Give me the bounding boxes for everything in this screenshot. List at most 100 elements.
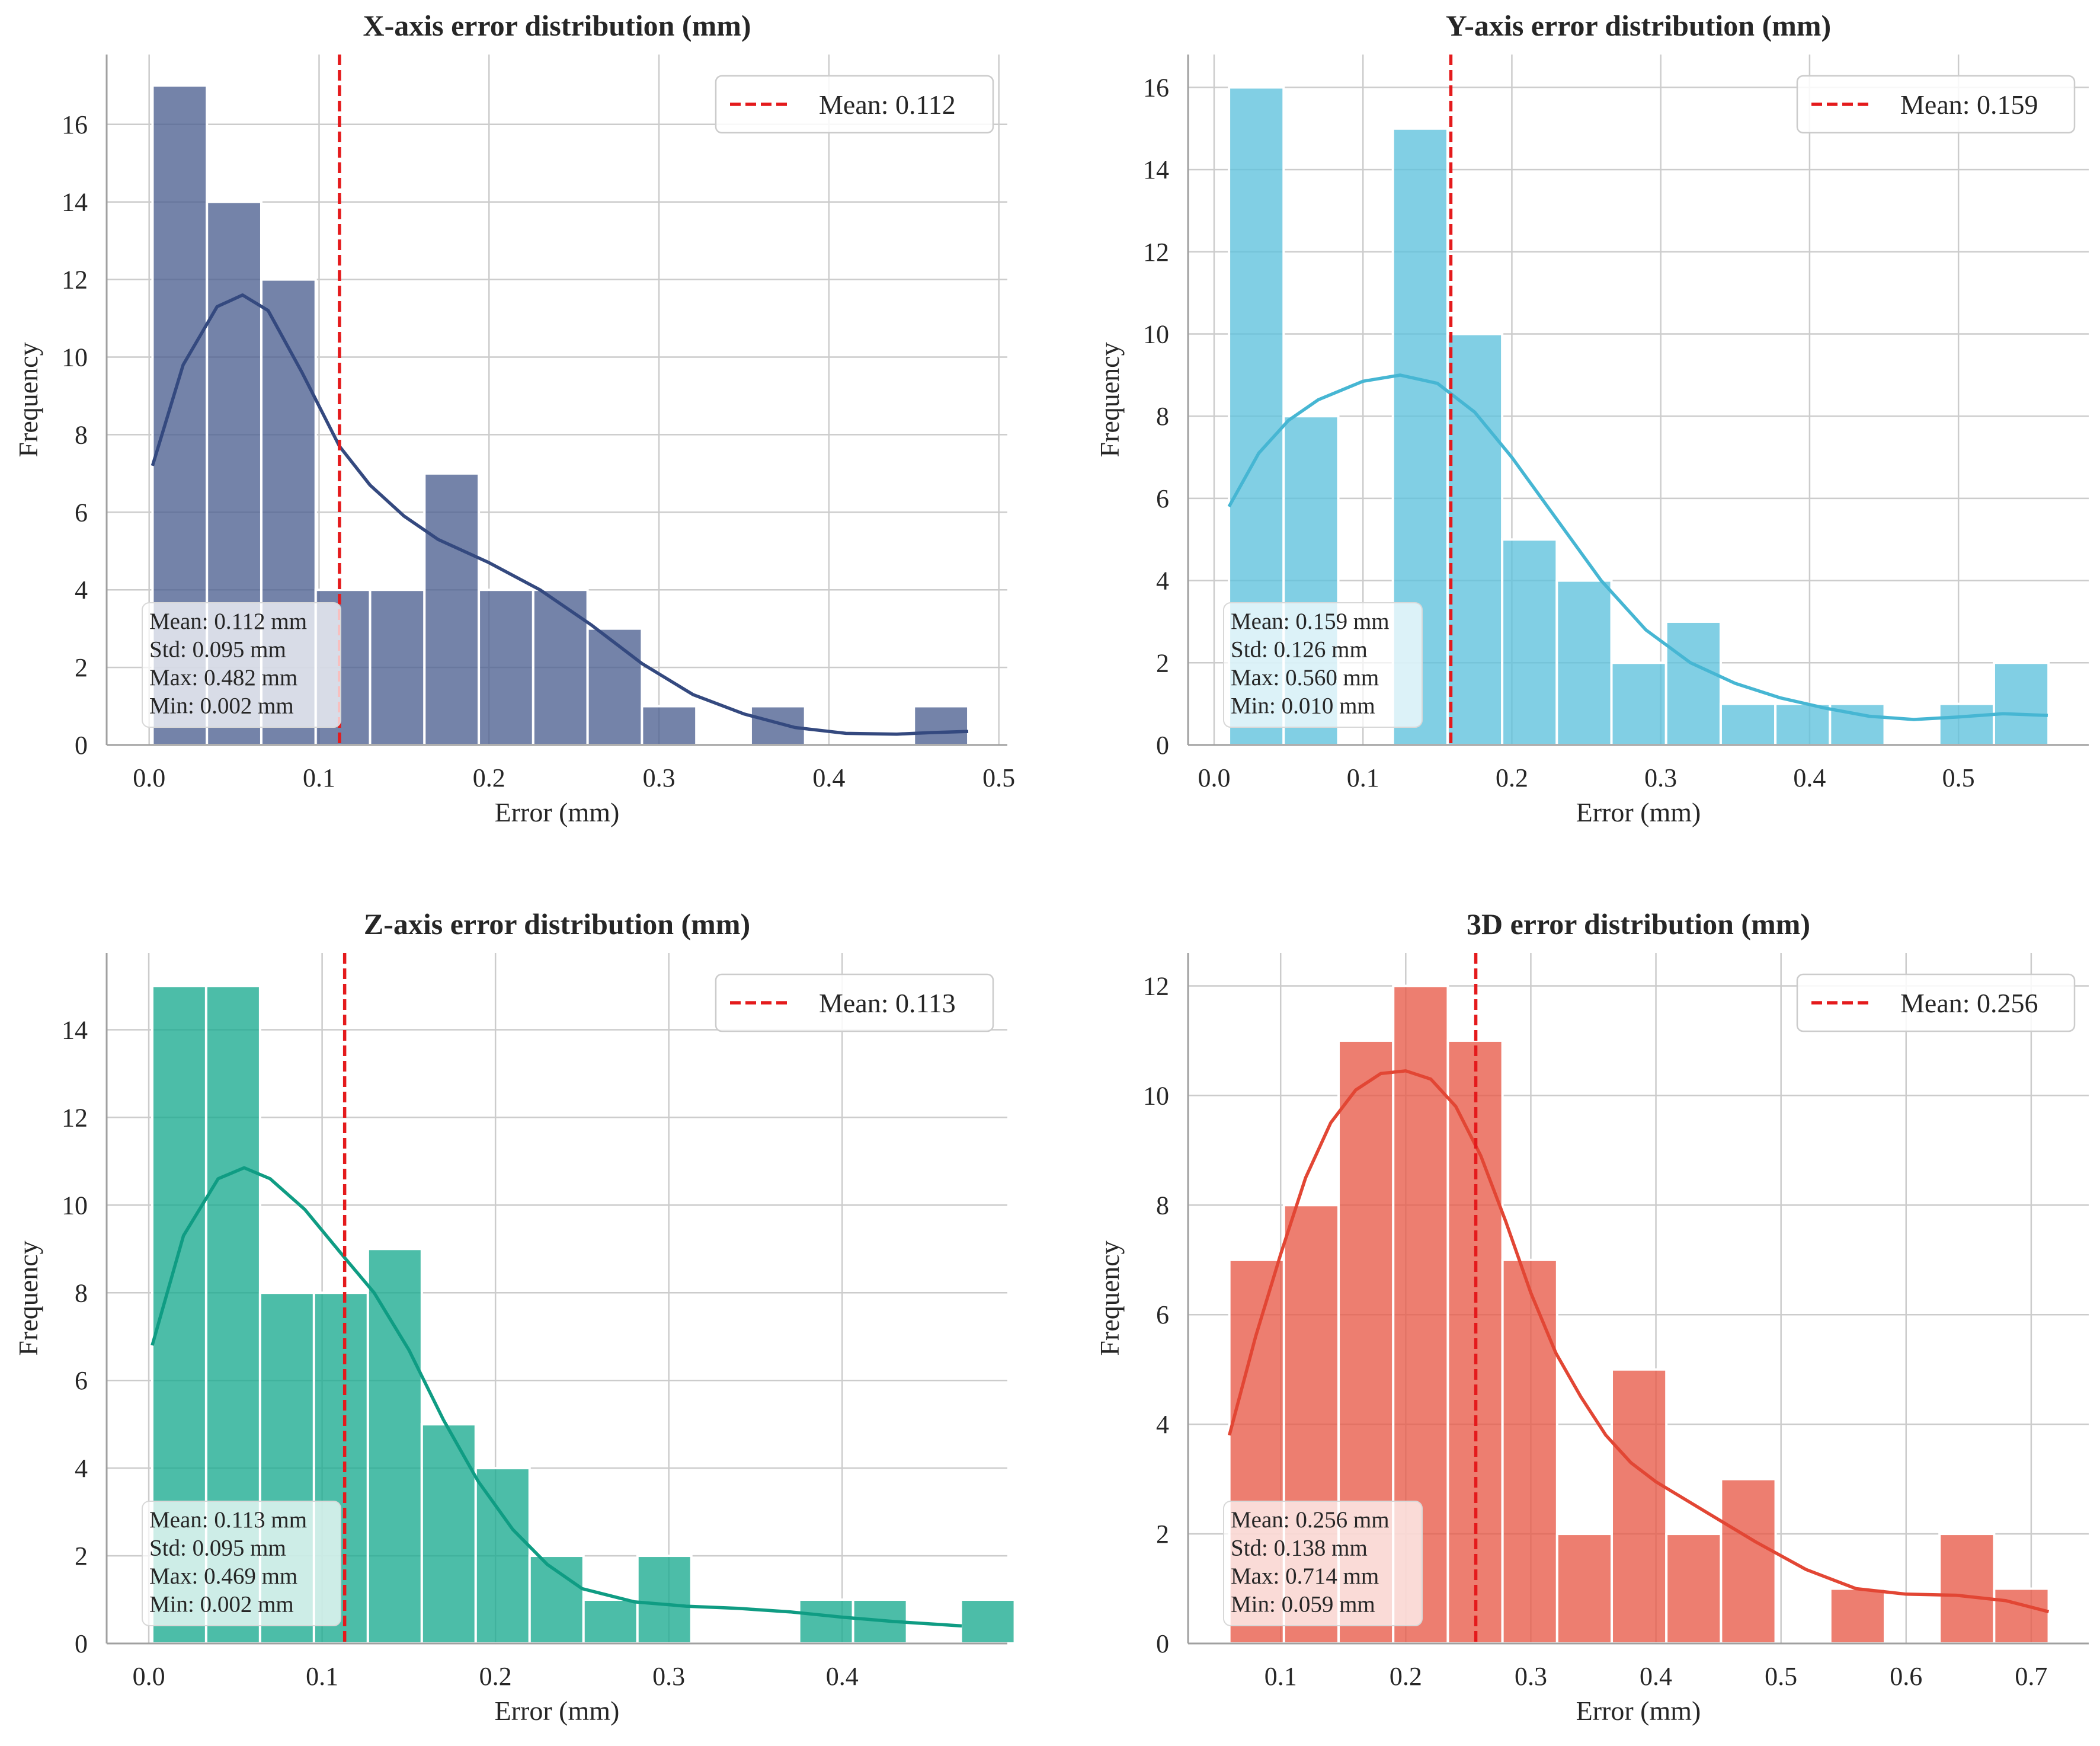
chart-title: X-axis error distribution (mm)	[363, 9, 751, 42]
histogram-bar	[1720, 1478, 1777, 1645]
histogram-bar	[1938, 1533, 1996, 1645]
histogram-bar	[1555, 1533, 1614, 1645]
x-tick-label: 0.1	[303, 763, 335, 792]
z-axis-panel: 0.0 0.1 0.2 0.3 0.4 0 2 4 6 8 10 12 14 Z-axis error d…	[13, 907, 1016, 1726]
histogram-bar	[474, 1467, 531, 1645]
y-axis-label: Frequency	[13, 342, 43, 457]
y-axis-label: Frequency	[1094, 342, 1125, 457]
3d-panel: 0.1 0.2 0.3 0.4 0.5 0.6 0.7 0 2 4 6 8 10 12 3D error d…	[1094, 907, 2089, 1726]
x-tick-label: 0.2	[1390, 1662, 1422, 1691]
y-tick-label: 6	[75, 1366, 88, 1395]
x-tick-label: 0.0	[133, 1662, 165, 1691]
histogram-bar	[420, 1423, 477, 1645]
x-tick-label: 0.3	[1644, 763, 1677, 792]
histogram-bar	[478, 589, 534, 747]
x-tick-label: 0.5	[1765, 1662, 1797, 1691]
stats-line: Std: 0.095 mm	[149, 637, 286, 663]
y-tick-label: 8	[75, 1278, 88, 1307]
y-tick-label: 8	[1156, 402, 1169, 431]
x-tick-label: 0.0	[1198, 763, 1230, 792]
x-tick-label: 0.1	[1265, 1662, 1297, 1691]
stats-line: Mean: 0.112 mm	[149, 609, 307, 634]
histogram-bar	[1501, 538, 1558, 746]
y-tick-label: 2	[1156, 1520, 1169, 1549]
histogram-bar	[1610, 661, 1667, 747]
stats-line: Mean: 0.159 mm	[1231, 609, 1390, 634]
histogram-bar	[749, 705, 806, 746]
legend-box	[715, 973, 994, 1032]
stats-box-background	[1223, 1501, 1423, 1626]
histogram-bar	[1992, 661, 2050, 747]
legend: Mean: 0.159	[1796, 75, 2076, 134]
chart-title: 3D error distribution (mm)	[1467, 907, 1810, 941]
histogram-bar	[636, 1555, 693, 1645]
stats-line: Max: 0.714 mm	[1231, 1563, 1379, 1589]
y-tick-label: 6	[1156, 484, 1169, 513]
y-tick-label: 12	[1143, 971, 1169, 1000]
y-tick-label: 12	[1143, 238, 1169, 267]
y-tick-label: 0	[1156, 731, 1169, 760]
y-tick-label: 14	[62, 188, 88, 217]
x-tick-label: 0.4	[826, 1662, 859, 1691]
y-tick-label: 4	[1156, 1410, 1169, 1439]
y-tick-label: 0	[75, 731, 88, 760]
stats-line: Std: 0.138 mm	[1231, 1536, 1368, 1561]
y-tick-label: 4	[75, 575, 88, 605]
x-tick-label: 0.3	[643, 763, 676, 792]
x-axis-panel: 0.0 0.1 0.2 0.3 0.4 0.5 0 2 4 6 8 10 12 14 16 X-axis er…	[13, 9, 1015, 827]
stats-line: Min: 0.002 mm	[149, 1592, 294, 1617]
stats-box-background	[1223, 602, 1423, 728]
histogram-bar	[582, 1598, 639, 1645]
y-tick-label: 12	[62, 1103, 88, 1132]
kde-curve	[1227, 373, 2048, 721]
stats-box-background	[142, 602, 341, 728]
x-tick-label: 0.7	[2015, 1662, 2047, 1691]
y-tick-label: 4	[75, 1454, 88, 1483]
legend: Mean: 0.256	[1796, 973, 2076, 1032]
x-tick-label: 0.2	[1496, 763, 1528, 792]
x-tick-label: 0.6	[1890, 1662, 1922, 1691]
y-tick-label: 6	[1156, 1300, 1169, 1329]
histogram-bar	[1664, 620, 1722, 746]
legend-label: Mean: 0.112	[819, 89, 956, 120]
legend: Mean: 0.113	[715, 973, 994, 1032]
histogram-bar	[641, 705, 698, 746]
stats-line: Max: 0.482 mm	[149, 665, 297, 690]
stats-line: Min: 0.059 mm	[1231, 1592, 1375, 1617]
x-tick-label: 0.3	[1515, 1662, 1547, 1691]
x-tick-label: 0.2	[479, 1662, 512, 1691]
x-tick-label: 0.0	[133, 763, 165, 792]
histogram-bar	[1938, 702, 1995, 747]
y-tick-label: 4	[1156, 567, 1169, 596]
y-tick-label: 14	[62, 1015, 88, 1044]
y-tick-label: 10	[1143, 320, 1169, 349]
y-tick-label: 12	[62, 266, 88, 295]
y-tick-label: 10	[62, 343, 88, 372]
legend-box	[1796, 973, 2076, 1032]
histogram-bar	[586, 627, 644, 747]
stats-line: Max: 0.560 mm	[1231, 665, 1379, 690]
kde-curve	[151, 293, 969, 736]
legend-label: Mean: 0.159	[1900, 89, 2038, 120]
y-tick-label: 8	[75, 420, 88, 449]
legend-label: Mean: 0.113	[819, 988, 956, 1018]
histogram-bar	[798, 1598, 854, 1645]
legend: Mean: 0.112	[715, 75, 994, 134]
x-axis-label: Error (mm)	[495, 797, 620, 827]
y-tick-label: 2	[75, 1542, 88, 1571]
y-tick-label: 10	[62, 1191, 88, 1220]
kde-curve	[151, 1166, 962, 1628]
histogram-bar	[423, 472, 481, 746]
x-tick-label: 0.1	[306, 1662, 338, 1691]
histogram-bar	[959, 1598, 1016, 1645]
x-tick-label: 0.1	[1347, 763, 1379, 792]
x-axis-label: Error (mm)	[1576, 1696, 1701, 1726]
histogram-bar	[913, 705, 970, 746]
histogram-bar	[1501, 1258, 1558, 1645]
histogram-bar	[1665, 1533, 1723, 1645]
stats-line: Mean: 0.113 mm	[149, 1507, 307, 1533]
